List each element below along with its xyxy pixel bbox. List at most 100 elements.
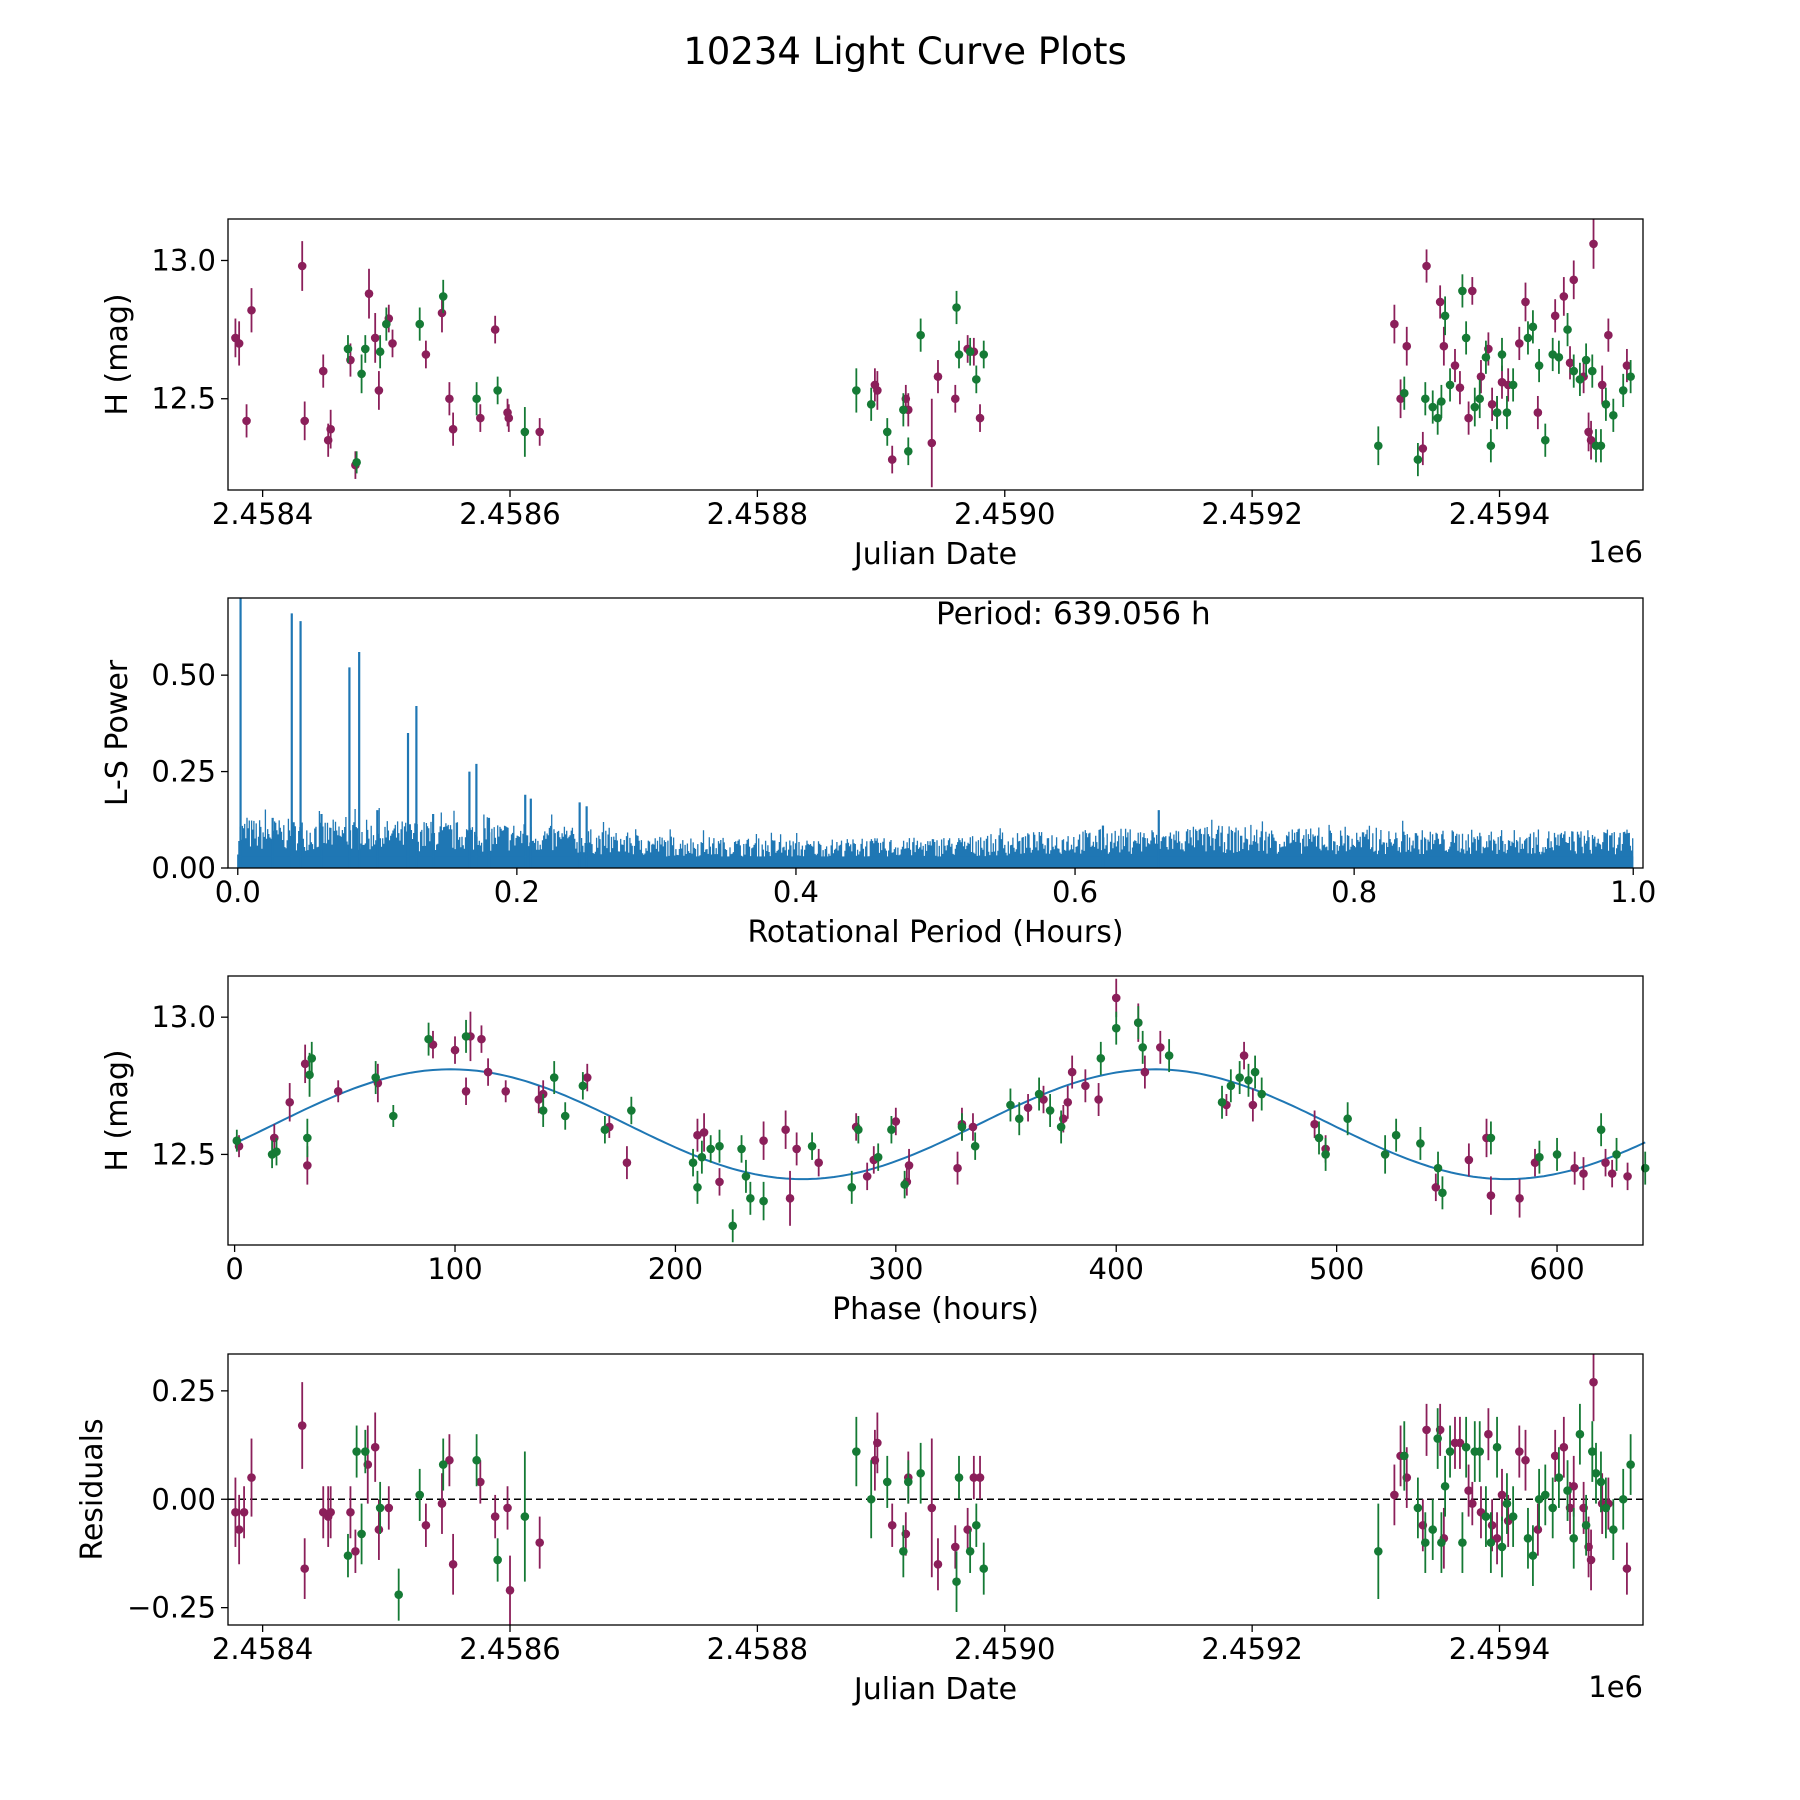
data-point	[1433, 1163, 1443, 1173]
data-point	[1045, 1106, 1055, 1115]
data-point	[954, 350, 964, 359]
data-point	[1475, 1447, 1485, 1456]
data-point	[1034, 1089, 1044, 1099]
x-tick-label: 2.4584	[212, 1632, 313, 1666]
data-point	[1587, 366, 1597, 376]
data-point	[1445, 380, 1455, 390]
data-point	[972, 375, 981, 384]
panel-phase-folded: 0 100 200 300 400 500 600 12.5 13.0 Phase (hours)…	[100, 975, 1650, 1327]
data-point	[916, 330, 925, 340]
data-point	[1640, 1163, 1650, 1173]
data-point	[1515, 1447, 1524, 1456]
data-point	[1533, 408, 1543, 417]
x-axis-label: Julian Date	[852, 537, 1017, 572]
data-point	[1618, 1494, 1628, 1504]
data-point	[297, 261, 307, 271]
data-point	[1597, 380, 1607, 390]
data-point	[759, 1196, 768, 1206]
data-point	[933, 372, 943, 381]
data-point	[1569, 366, 1579, 376]
data-point	[1461, 333, 1471, 343]
data-point	[375, 347, 385, 357]
data-point	[1586, 435, 1596, 445]
data-point	[247, 1473, 256, 1482]
data-point	[887, 455, 897, 464]
data-point	[318, 366, 328, 376]
x-tick-label: 100	[427, 1252, 482, 1286]
data-point	[445, 394, 454, 404]
data-point	[389, 1111, 398, 1121]
y-axis-label: L-S Power	[100, 659, 135, 806]
data-point	[476, 1477, 485, 1487]
data-point	[346, 1507, 355, 1517]
data-point	[1502, 408, 1512, 417]
plot-area	[232, 978, 1650, 1243]
x-tick-label: 0	[225, 1252, 243, 1286]
data-point	[903, 446, 913, 456]
data-point	[1081, 1081, 1090, 1091]
data-point	[374, 386, 384, 395]
data-point	[1486, 1191, 1496, 1200]
data-point	[1550, 311, 1560, 321]
data-point	[1464, 413, 1473, 423]
data-point	[873, 1438, 882, 1448]
y-tick-label: 12.5	[151, 1137, 216, 1171]
data-point	[1486, 1538, 1496, 1547]
data-point	[970, 1141, 980, 1151]
data-point	[1468, 1499, 1477, 1508]
data-point	[862, 1172, 872, 1181]
data-point	[421, 1520, 431, 1530]
data-point	[916, 1468, 925, 1478]
data-point	[781, 1125, 790, 1135]
series-a	[231, 1354, 1632, 1625]
data-point	[852, 386, 861, 395]
data-point	[1515, 339, 1524, 348]
data-point	[1257, 1089, 1266, 1099]
data-point	[1563, 325, 1572, 334]
data-point	[374, 1525, 384, 1534]
data-point	[1497, 1542, 1507, 1552]
data-point	[1508, 1512, 1518, 1521]
data-point	[1604, 330, 1613, 340]
data-point	[1422, 261, 1431, 271]
axes-frame	[227, 1353, 1644, 1626]
data-point	[699, 1128, 709, 1137]
data-point	[1596, 1125, 1606, 1135]
series-b	[343, 1403, 1635, 1621]
data-point	[1528, 322, 1538, 332]
data-point	[437, 1499, 447, 1508]
data-point	[1497, 350, 1507, 359]
data-point	[357, 1529, 366, 1539]
data-point	[394, 1590, 403, 1599]
data-point	[490, 325, 500, 334]
data-point	[1515, 1194, 1524, 1203]
data-point	[1310, 1119, 1319, 1129]
data-point	[759, 1136, 768, 1145]
x-tick-label: 200	[648, 1252, 703, 1286]
data-point	[1552, 1150, 1562, 1159]
data-point	[1217, 1097, 1227, 1107]
data-point	[1607, 1169, 1617, 1178]
data-point	[1094, 1095, 1103, 1104]
data-point	[343, 344, 353, 354]
data-point	[900, 1180, 909, 1189]
data-point	[693, 1183, 702, 1192]
data-point	[1063, 1097, 1073, 1107]
data-point	[1390, 319, 1399, 329]
data-point	[421, 350, 431, 359]
data-point	[437, 308, 447, 318]
data-point	[1523, 1533, 1533, 1543]
data-point	[1138, 1043, 1147, 1052]
data-point	[1390, 1490, 1399, 1500]
data-point	[1569, 275, 1579, 285]
data-point	[1508, 380, 1518, 390]
data-point	[560, 1111, 570, 1121]
panel-periodogram: Period: 639.056 h 0.0 0.2 0.4 0.6 0.8 1.0 0.00 0…	[100, 596, 1656, 950]
data-point	[1461, 1442, 1471, 1452]
y-tick-label: 13.0	[151, 1000, 216, 1034]
data-point	[1534, 361, 1544, 370]
x-axis-label: Phase (hours)	[832, 1292, 1039, 1327]
data-point	[297, 1421, 307, 1430]
data-point	[1111, 993, 1121, 1003]
data-point	[1440, 1481, 1450, 1491]
